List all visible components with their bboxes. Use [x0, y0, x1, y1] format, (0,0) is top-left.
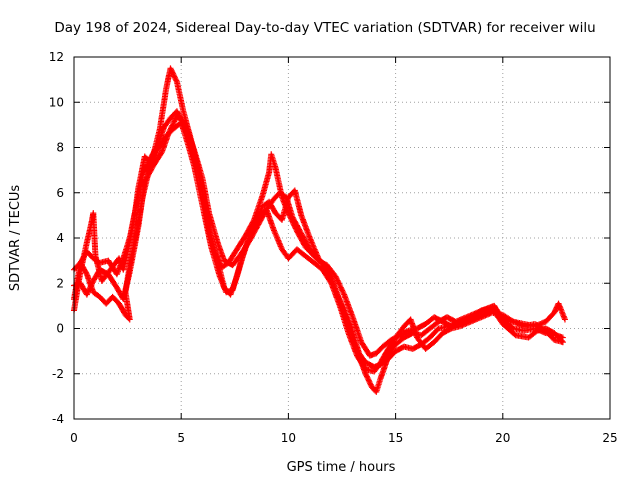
- y-tick-label: 2: [56, 276, 64, 290]
- data-layer: [71, 65, 568, 395]
- series-trace-markers: [72, 114, 565, 359]
- x-axis-title: GPS time / hours: [287, 460, 396, 475]
- series-track-d: [71, 112, 566, 359]
- plot-frame: [73, 56, 611, 420]
- x-tick-label: 10: [281, 431, 296, 445]
- x-tick-label: 25: [602, 431, 617, 445]
- x-tick-label: 15: [388, 431, 403, 445]
- grid-layer: [74, 57, 610, 419]
- y-tick-label: 12: [49, 50, 64, 64]
- y-tick-label: 4: [56, 231, 64, 245]
- axis-layer: 0 5 10 15 20 25 -4 -2 0 2 4 6 8 10 12: [49, 50, 618, 445]
- y-tick-label: 10: [49, 95, 64, 109]
- series-track-b: [71, 108, 568, 370]
- y-tick-label: -4: [52, 412, 64, 426]
- x-tick-label: 0: [70, 431, 78, 445]
- series-track-a: [71, 65, 566, 395]
- x-tick-label: 20: [495, 431, 510, 445]
- series-trace-markers: [71, 66, 565, 394]
- x-tick-label: 5: [177, 431, 185, 445]
- series-trace-markers: [71, 109, 568, 370]
- y-tick-label: -2: [52, 367, 64, 381]
- y-tick-label: 0: [56, 322, 64, 336]
- chart-title: Day 198 of 2024, Sidereal Day-to-day VTE…: [54, 20, 595, 36]
- y-axis-title: SDTVAR / TECUs: [8, 185, 23, 292]
- y-tick-label: 6: [56, 186, 64, 200]
- y-tick-label: 8: [56, 141, 64, 155]
